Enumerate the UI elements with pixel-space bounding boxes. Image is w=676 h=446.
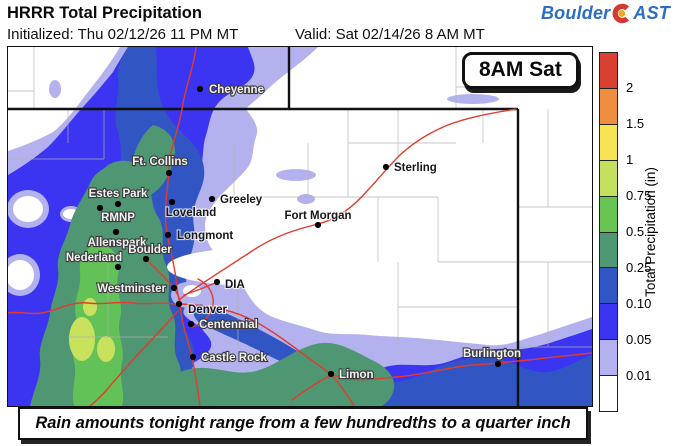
city-dot-estes-park bbox=[114, 200, 122, 208]
colorbar-tick: 1 bbox=[626, 152, 634, 167]
city-label-fort-morgan: Fort Morgan bbox=[284, 210, 351, 222]
colorbar-tick: 0.05 bbox=[626, 332, 652, 347]
page-title: HRRR Total Precipitation bbox=[7, 4, 202, 22]
city-label-cheyenne: Cheyenne bbox=[209, 84, 264, 96]
colorbar-tick: 0.25 bbox=[626, 260, 652, 275]
city-label-greeley: Greeley bbox=[220, 194, 263, 206]
city-label-limon: Limon bbox=[339, 369, 374, 381]
precip-layer-0.50-0.75 bbox=[72, 243, 124, 406]
city-label-nederland: Nederland bbox=[66, 252, 122, 264]
city-dot-longmont bbox=[164, 231, 172, 239]
initialized-timestamp: Initialized: Thu 02/12/26 11 PM MT bbox=[7, 26, 239, 43]
city-label-denver: Denver bbox=[188, 304, 228, 316]
colorbar-cell bbox=[600, 53, 617, 89]
city-label-centennial: Centennial bbox=[199, 319, 258, 331]
colorbar-tick: 0.01 bbox=[626, 368, 652, 383]
city-dot-denver bbox=[175, 300, 183, 308]
city-dot-limon bbox=[327, 370, 335, 378]
city-label-sterling: Sterling bbox=[394, 162, 437, 174]
forecast-caption: Rain amounts tonight range from a few hu… bbox=[18, 407, 588, 440]
logo-text-boulder: Boulder bbox=[540, 3, 611, 23]
city-label-burlington: Burlington bbox=[463, 348, 521, 360]
colorbar-tick: 0.10 bbox=[626, 296, 652, 311]
city-dot-fort-morgan bbox=[314, 221, 322, 229]
highway-i25 bbox=[164, 47, 201, 406]
city-label-rmnp: RMNP bbox=[101, 212, 135, 224]
city-dot-burlington bbox=[494, 360, 502, 368]
state-borders bbox=[8, 47, 520, 406]
colorbar-tick: 0.5 bbox=[626, 224, 645, 239]
city-label-ft-collins: Ft. Collins bbox=[132, 156, 188, 168]
valid-time-badge: 8AM Sat bbox=[462, 52, 579, 89]
city-dot-rmnp bbox=[96, 204, 104, 212]
colorbar-tick: 2 bbox=[626, 80, 634, 95]
city-label-westminster: Westminster bbox=[97, 283, 166, 295]
city-dot-westminster bbox=[170, 284, 178, 292]
valid-timestamp: Valid: Sat 02/14/26 8 AM MT bbox=[295, 26, 485, 43]
city-label-longmont: Longmont bbox=[177, 230, 233, 242]
city-label-castle-rock: Castle Rock bbox=[201, 352, 267, 364]
city-dot-greeley bbox=[208, 195, 216, 203]
highways bbox=[8, 47, 592, 406]
city-dot-sterling bbox=[382, 163, 390, 171]
forecast-caption-text: Rain amounts tonight range from a few hu… bbox=[35, 414, 571, 432]
highway-pena bbox=[183, 282, 216, 296]
highway-limon-se bbox=[330, 373, 355, 406]
highway-i76 bbox=[179, 108, 517, 300]
colorbar-cell bbox=[600, 376, 617, 412]
city-label-boulder: Boulder bbox=[128, 244, 172, 256]
city-dot-boulder bbox=[142, 255, 150, 263]
city-label-estes-park: Estes Park bbox=[89, 188, 148, 200]
precipitation-colorbar bbox=[599, 52, 618, 412]
highway-limon-sw bbox=[291, 374, 332, 401]
city-dot-loveland bbox=[168, 198, 176, 206]
colorbar-cell bbox=[600, 268, 617, 305]
bouldercast-logo: Boulder AST bbox=[541, 3, 670, 24]
city-dot-castle-rock bbox=[189, 353, 197, 361]
city-label-loveland: Loveland bbox=[166, 207, 216, 219]
logo-text-ast: AST bbox=[633, 3, 670, 23]
city-dot-centennial bbox=[187, 320, 195, 328]
colorbar-cell bbox=[600, 124, 617, 161]
colorbar-tick: 1.5 bbox=[626, 116, 645, 131]
colorbar-cell bbox=[600, 340, 617, 377]
colorbar-cell bbox=[600, 160, 617, 197]
highway-i70-east bbox=[180, 303, 592, 381]
colorado-c-icon bbox=[613, 3, 630, 24]
city-dot-nederland bbox=[114, 263, 122, 271]
city-label-dia: DIA bbox=[225, 279, 245, 291]
colorbar-axis-title: Total Precipitation (in) bbox=[643, 167, 658, 297]
city-markers: Cheyenne Ft. Collins Sterling Estes Park RMN… bbox=[65, 83, 522, 382]
precipitation-map: Cheyenne Ft. Collins Sterling Estes Park RMN… bbox=[7, 46, 593, 407]
colorbar-cell bbox=[600, 304, 617, 341]
city-dot-allenspark bbox=[112, 228, 120, 236]
colorbar-cell bbox=[600, 88, 617, 125]
city-dot-cheyenne bbox=[196, 85, 204, 93]
highway-us285 bbox=[89, 310, 179, 406]
colorbar-cell bbox=[600, 196, 617, 233]
highway-e470 bbox=[191, 278, 214, 328]
highway-i70-west bbox=[8, 301, 181, 315]
colorbar-tick: 0.75 bbox=[626, 188, 652, 203]
city-dot-dia bbox=[213, 278, 221, 286]
county-lines bbox=[8, 47, 592, 348]
colorbar-tick-labels: 2 1.5 1 0.75 0.5 0.25 0.10 0.05 0.01 bbox=[626, 52, 660, 412]
city-label-allenspark: Allenspark bbox=[88, 237, 147, 249]
colorbar-cell bbox=[600, 232, 617, 269]
city-dot-ft-collins bbox=[165, 169, 173, 177]
precip-dry-holes bbox=[8, 190, 339, 308]
